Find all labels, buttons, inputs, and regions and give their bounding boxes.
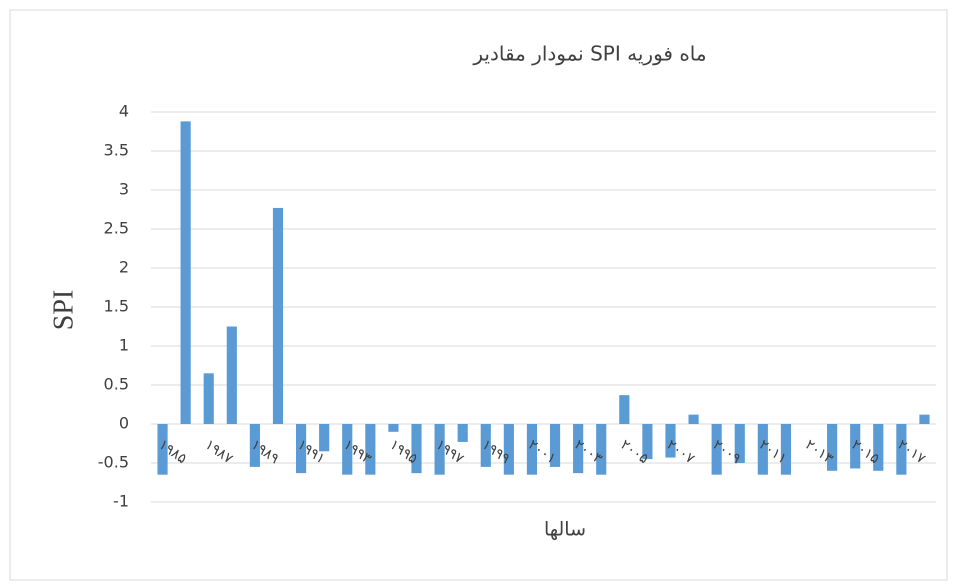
y-tick-label: 3.5 — [104, 141, 129, 160]
bar — [388, 424, 399, 432]
bar — [226, 326, 237, 424]
bar — [203, 373, 214, 424]
x-axis-label: سالها — [544, 519, 586, 541]
y-tick-label: -1 — [113, 492, 129, 511]
bar — [157, 424, 168, 475]
y-tick-label: 2 — [119, 258, 129, 277]
bar — [457, 424, 468, 442]
bar — [342, 424, 353, 475]
bar — [780, 424, 792, 475]
bar — [434, 424, 445, 475]
chart-frame — [9, 9, 948, 581]
y-tick-label: 2.5 — [104, 219, 129, 238]
bar — [734, 424, 745, 463]
y-tick-label: 3 — [119, 180, 129, 199]
bar — [365, 424, 376, 475]
bar — [688, 414, 699, 424]
chart-title: نمودار مقادیر SPI ماه فوریه — [472, 42, 706, 66]
y-tick-label: 0 — [119, 414, 129, 433]
y-tick-label: -0.5 — [98, 453, 129, 472]
bar — [503, 424, 514, 475]
bar — [180, 121, 191, 425]
bar — [919, 414, 930, 424]
bar — [896, 424, 907, 475]
bar — [827, 424, 838, 471]
bar — [850, 424, 861, 469]
bar — [573, 424, 584, 474]
bar — [873, 424, 884, 471]
bar — [295, 424, 307, 474]
y-tick-label: 0.5 — [104, 375, 129, 394]
y-tick-label: 1.5 — [104, 297, 129, 316]
bar — [665, 424, 676, 458]
bar — [272, 207, 284, 424]
bar — [642, 424, 653, 460]
y-tick-label: 1 — [119, 336, 129, 355]
y-tick-label: 4 — [119, 102, 129, 121]
bar — [411, 424, 422, 474]
bar — [549, 424, 561, 467]
bar — [619, 395, 630, 424]
bar — [711, 424, 722, 475]
bar — [596, 424, 607, 475]
bar — [480, 424, 491, 467]
bar — [319, 424, 330, 452]
bar — [249, 424, 260, 467]
bar — [526, 424, 538, 475]
y-axis-label: SPI — [48, 290, 79, 330]
bar — [757, 424, 768, 475]
